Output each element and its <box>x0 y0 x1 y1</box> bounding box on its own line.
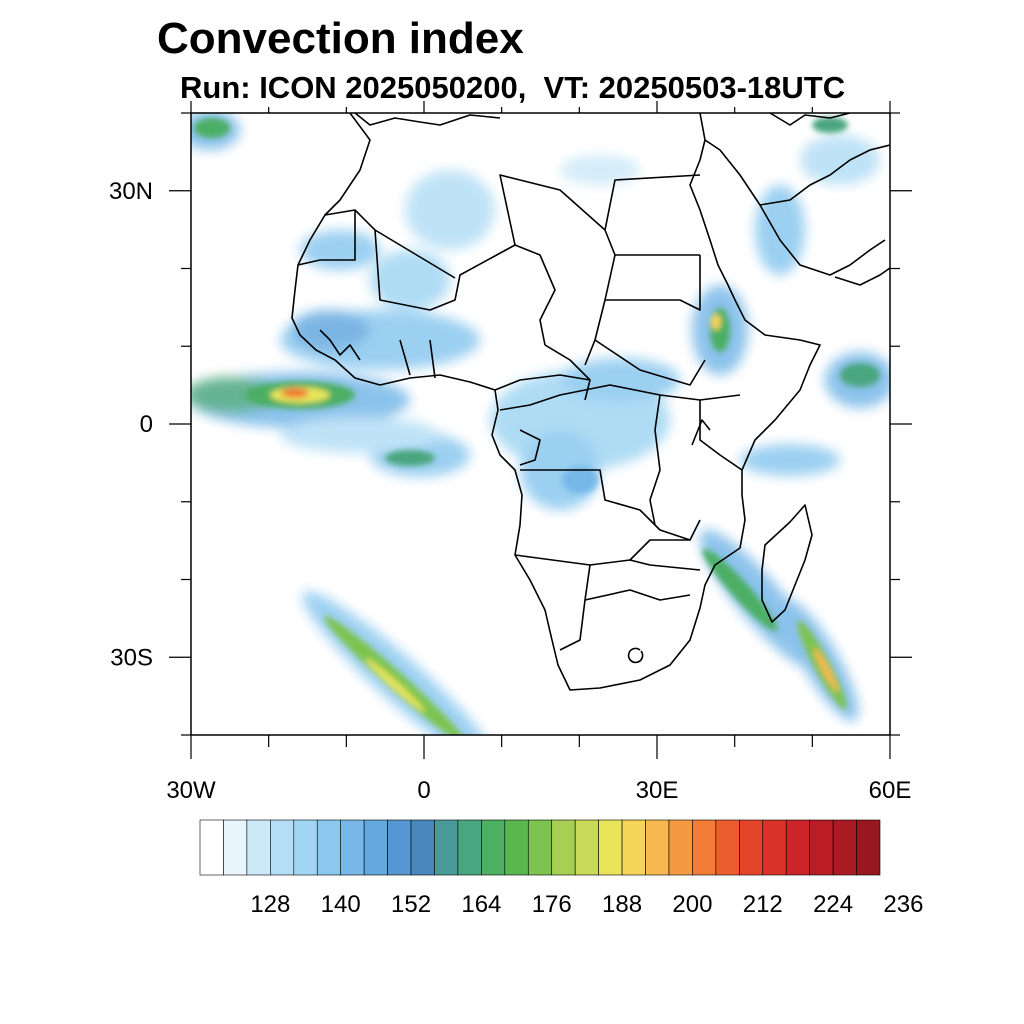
colorbar-label: 164 <box>461 891 501 918</box>
colorbar-swatch <box>668 819 693 876</box>
colorbar-swatch <box>199 819 224 876</box>
colorbar-swatch <box>832 819 857 876</box>
coastlines-and-borders <box>291 113 890 691</box>
axis-tick-labels: 30W 0 30E 60E 30N 0 30S <box>109 178 911 804</box>
colorbar-swatch <box>481 819 506 876</box>
colorbar-swatch <box>762 819 787 876</box>
colorbar-swatch <box>645 819 670 876</box>
chart-title: Convection index <box>157 14 524 63</box>
lat-tick-label: 30N <box>109 178 153 205</box>
colorbar-swatch <box>293 819 318 876</box>
colorbar-swatch <box>316 819 341 876</box>
colorbar-swatch <box>387 819 412 876</box>
colorbar-swatch <box>223 819 248 876</box>
colorbar-label: 224 <box>813 891 853 918</box>
colorbar-swatch <box>457 819 482 876</box>
lon-tick-label: 60E <box>869 777 912 804</box>
colorbar-swatch <box>410 819 435 876</box>
convection-field <box>191 113 890 735</box>
colorbar-swatch <box>363 819 388 876</box>
colorbar-swatch <box>785 819 810 876</box>
colorbar-label: 176 <box>532 891 572 918</box>
lat-tick-label: 0 <box>140 411 153 438</box>
colorbar-swatch <box>621 819 646 876</box>
colorbar-swatch <box>856 819 881 876</box>
colorbar-label: 128 <box>250 891 290 918</box>
colorbar-swatch <box>270 819 295 876</box>
colorbar-swatch <box>715 819 740 876</box>
colorbar-swatch <box>504 819 529 876</box>
colorbar-swatch <box>246 819 271 876</box>
colorbar-swatch <box>574 819 599 876</box>
lat-tick-label: 30S <box>110 644 153 671</box>
colorbar-label: 200 <box>672 891 712 918</box>
colorbar-label: 212 <box>743 891 783 918</box>
colorbar-label: 152 <box>391 891 431 918</box>
colorbar-swatch <box>551 819 576 876</box>
lon-tick-label: 30W <box>166 777 216 804</box>
chart-subtitle: Run: ICON 2025050200, VT: 20250503-18UTC <box>180 70 846 105</box>
colorbar-swatch <box>434 819 459 876</box>
colorbar-label: 236 <box>883 891 923 918</box>
colorbar <box>199 819 881 876</box>
colorbar-label: 140 <box>321 891 361 918</box>
axis-ticks <box>169 101 912 759</box>
colorbar-swatch <box>692 819 717 876</box>
lon-tick-label: 30E <box>636 777 679 804</box>
colorbar-swatch <box>809 819 834 876</box>
colorbar-label: 188 <box>602 891 642 918</box>
colorbar-swatch <box>739 819 764 876</box>
colorbar-swatch <box>340 819 365 876</box>
colorbar-swatch <box>527 819 553 876</box>
lon-tick-label: 0 <box>417 777 430 804</box>
colorbar-labels: 128 140 152 164 176 188 200 212 224 236 <box>250 891 923 918</box>
colorbar-swatch <box>598 819 623 876</box>
